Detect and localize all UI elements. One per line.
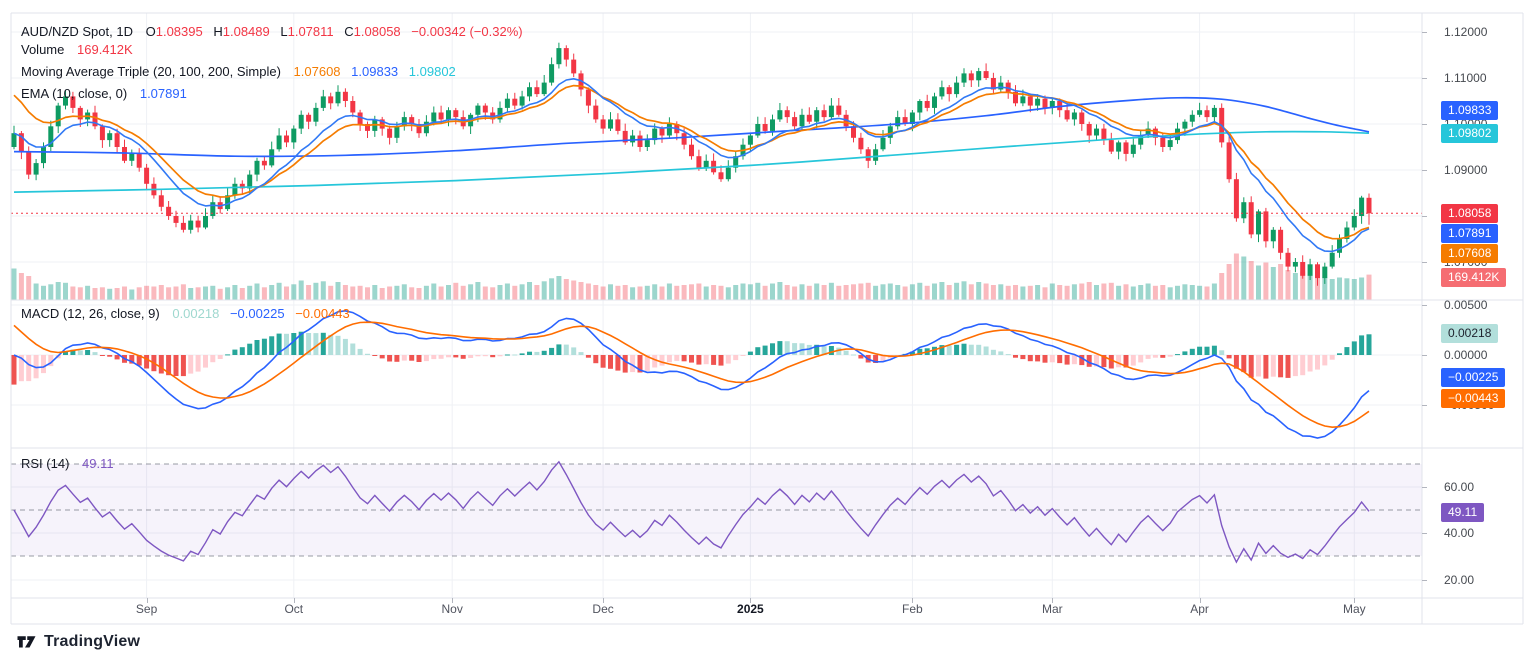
price-badge: 1.07891 — [1441, 223, 1499, 243]
ma-triple-label: Moving Average Triple (20, 100, 200, Sim… — [21, 64, 281, 79]
volume-legend-row[interactable]: Volume 169.412K — [21, 42, 133, 57]
rsi-legend-row[interactable]: RSI (14) 49.11 — [21, 456, 114, 471]
rsi-label: RSI (14) — [21, 456, 70, 471]
time-tick — [1052, 598, 1054, 603]
price-badge: 1.07608 — [1441, 243, 1499, 263]
axis-tick — [1422, 32, 1427, 33]
time-label: Nov — [441, 602, 463, 616]
logo-text: TradingView — [44, 632, 141, 650]
axis-tick — [1422, 170, 1427, 171]
time-label: Apr — [1190, 602, 1209, 616]
macd-hist-value: 0.00218 — [172, 306, 220, 321]
time-tick — [293, 598, 295, 603]
time-label: Sep — [135, 602, 158, 616]
tradingview-logo[interactable]: TradingView — [16, 631, 140, 652]
price-badge: 169.412K — [1441, 267, 1507, 287]
macd-axis-label: 0.00000 — [1444, 348, 1488, 362]
time-tick — [750, 598, 752, 603]
high-label: H — [213, 24, 223, 39]
ma200-value: 1.09802 — [408, 64, 456, 79]
axis-tick — [1422, 124, 1427, 125]
symbol-legend-row[interactable]: AUD/NZD Spot, 1D O1.08395 H1.08489 L1.07… — [21, 24, 523, 39]
macd-axis-label: 0.00500 — [1444, 298, 1488, 312]
ma-triple-legend-row[interactable]: Moving Average Triple (20, 100, 200, Sim… — [21, 64, 456, 79]
macd-legend-row[interactable]: MACD (12, 26, close, 9) 0.00218 −0.00225… — [21, 306, 350, 321]
open-value: 1.08395 — [155, 24, 203, 39]
price-axis-label: 1.09000 — [1444, 163, 1488, 177]
open-label: O — [145, 24, 156, 39]
volume-value: 169.412K — [77, 42, 133, 57]
macd-line-value: −0.00225 — [229, 306, 285, 321]
high-value: 1.08489 — [222, 24, 270, 39]
rsi-axis-label: 60.00 — [1444, 480, 1475, 494]
ema-legend-row[interactable]: EMA (10, close, 0) 1.07891 — [21, 86, 187, 101]
axis-tick — [1422, 262, 1427, 263]
low-value: 1.07811 — [287, 24, 334, 39]
time-tick — [1199, 598, 1201, 603]
price-badge: 1.09833 — [1441, 100, 1499, 120]
axis-tick — [1422, 487, 1427, 488]
axis-tick — [1422, 405, 1427, 406]
macd-badge: −0.00443 — [1441, 388, 1506, 408]
axis-tick — [1422, 78, 1427, 79]
time-tick — [912, 598, 914, 603]
time-label: Dec — [592, 602, 614, 616]
axis-tick — [1422, 355, 1427, 356]
close-value: 1.08058 — [353, 24, 401, 39]
macd-badge: 0.00218 — [1441, 323, 1499, 343]
ema-value: 1.07891 — [139, 86, 187, 101]
price-axis-label: 1.11000 — [1444, 71, 1487, 85]
axis-tick — [1422, 305, 1427, 306]
price-badge: 1.09802 — [1441, 123, 1499, 143]
rsi-value: 49.11 — [82, 456, 114, 471]
axis-tick — [1422, 533, 1427, 534]
time-label: May — [1342, 602, 1366, 616]
low-label: L — [280, 24, 288, 39]
time-tick — [452, 598, 454, 603]
rsi-badge: 49.11 — [1441, 502, 1485, 522]
axis-tick — [1422, 216, 1427, 217]
change-value: −0.00342 (−0.32%) — [411, 24, 523, 39]
time-label: Mar — [1041, 602, 1063, 616]
price-badge: 1.08058 — [1441, 203, 1499, 223]
macd-label: MACD (12, 26, close, 9) — [21, 306, 160, 321]
axis-tick — [1422, 580, 1427, 581]
macd-badge: −0.00225 — [1441, 367, 1506, 387]
rsi-axis-label: 20.00 — [1444, 573, 1475, 587]
ma100-value: 1.09833 — [351, 64, 399, 79]
volume-label: Volume — [21, 42, 65, 57]
close-label: C — [344, 24, 354, 39]
rsi-axis-label: 40.00 — [1444, 526, 1475, 540]
time-label: Feb — [902, 602, 923, 616]
time-label: 2025 — [737, 602, 764, 616]
time-label: Oct — [284, 602, 304, 616]
symbol-title[interactable]: AUD/NZD Spot, 1D — [21, 24, 133, 39]
tradingview-glyph-icon — [17, 636, 36, 648]
ema-label: EMA (10, close, 0) — [21, 86, 128, 101]
ma20-value: 1.07608 — [293, 64, 341, 79]
price-axis-label: 1.12000 — [1444, 25, 1488, 39]
time-tick — [146, 598, 148, 603]
time-tick — [1354, 598, 1356, 603]
macd-signal-value: −0.00443 — [295, 306, 350, 321]
time-tick — [603, 598, 605, 603]
